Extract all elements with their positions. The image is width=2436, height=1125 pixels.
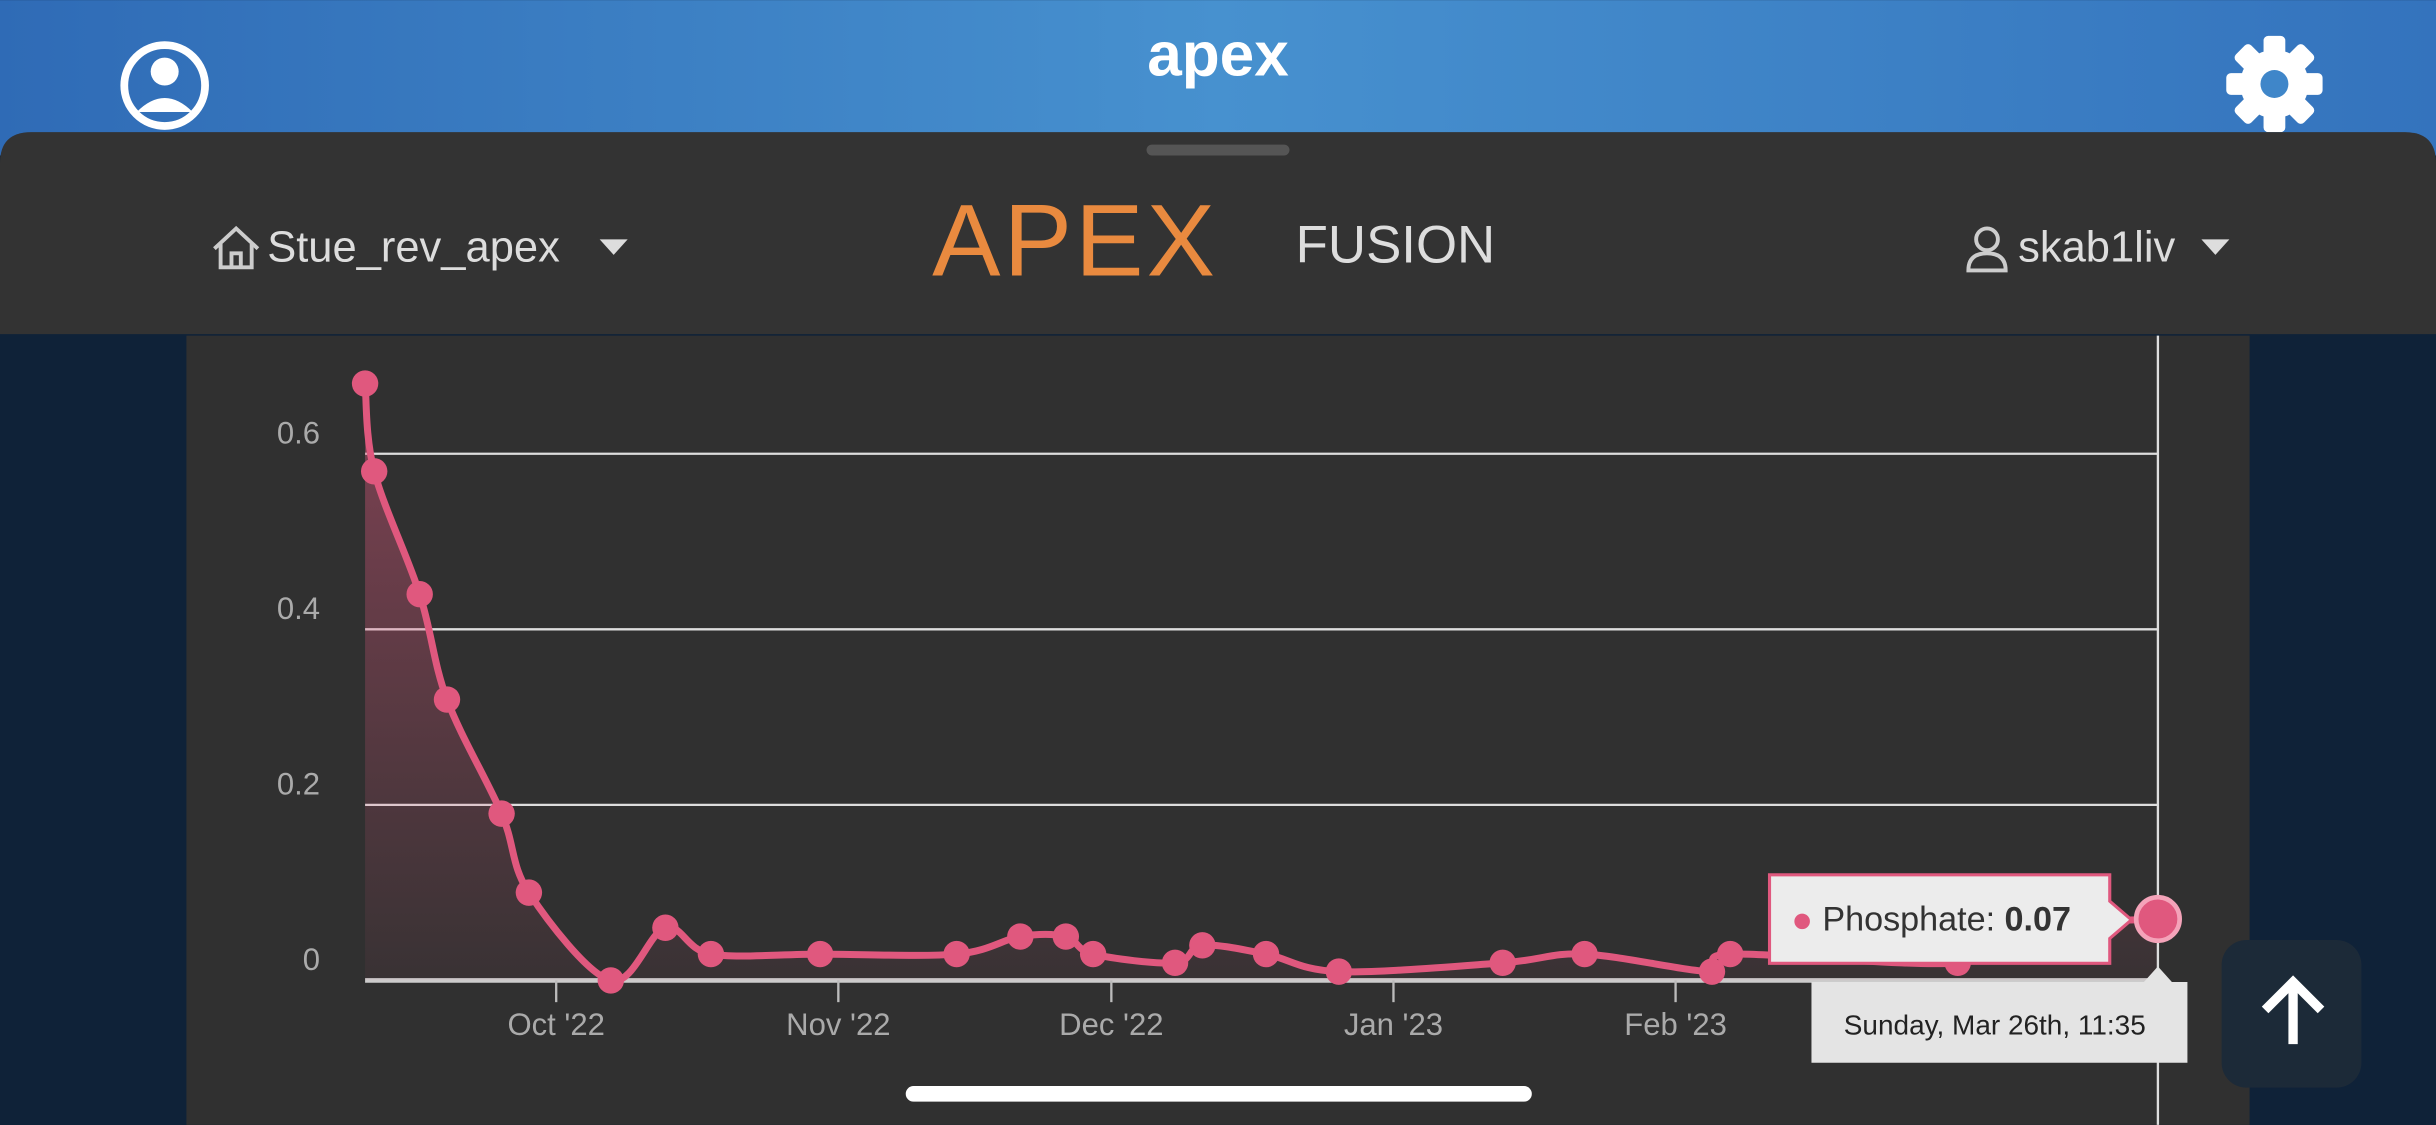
data-point — [1489, 949, 1516, 977]
data-point — [488, 800, 515, 827]
data-point — [806, 940, 834, 968]
data-point — [1698, 958, 1726, 985]
user-selector[interactable]: skab1liv — [2018, 224, 2175, 272]
data-point — [943, 940, 970, 968]
data-point — [652, 914, 679, 941]
logo-fusion: FUSION — [1296, 216, 1496, 275]
home-icon — [213, 225, 260, 270]
data-point — [1571, 940, 1598, 968]
x-tick-label: Dec '22 — [1059, 1007, 1163, 1042]
area — [365, 383, 2158, 981]
y-tick-label: 0 — [303, 942, 320, 977]
data-point — [1189, 932, 1216, 959]
tooltip-value: 0.07 — [2004, 900, 2070, 938]
settings-icon[interactable] — [2226, 35, 2323, 133]
data-point — [351, 370, 379, 397]
x-tick-label: Jan '23 — [1344, 1007, 1443, 1042]
data-point — [433, 686, 461, 713]
hover-point — [2133, 894, 2182, 944]
data-point — [697, 940, 725, 968]
dropdown-caret — [2201, 239, 2230, 255]
x-tick-label: Oct '22 — [507, 1007, 604, 1042]
y-tick-label: 0.6 — [277, 415, 320, 450]
y-tick-label: 0.4 — [277, 591, 320, 626]
app-title: apex — [1147, 21, 1289, 90]
x-tick-label: Nov '22 — [786, 1007, 890, 1042]
data-point — [1252, 940, 1280, 968]
location-selector[interactable]: Stue_rev_apex — [267, 224, 560, 272]
tooltip-marker — [1794, 913, 1810, 930]
logo-apex: APEX — [932, 183, 1218, 298]
data-point — [515, 879, 543, 906]
data-point — [1716, 940, 1744, 968]
data-point — [597, 967, 625, 994]
tooltip — [1767, 873, 2134, 965]
data-point — [1325, 958, 1353, 985]
app-bar — [0, 0, 2436, 156]
header-panel — [0, 132, 2436, 335]
chart: 0 0.2 0.4 0.6 Oct '22 Nov '22 Dec '22 Jan '23 Fe… — [277, 335, 2188, 1125]
data-point — [1161, 949, 1189, 977]
y-tick-label: 0.2 — [277, 766, 320, 801]
date-tooltip — [1811, 966, 2188, 1063]
date-tooltip-text: Sunday, Mar 26th, 11:35 — [1844, 1009, 2146, 1040]
data-point — [406, 580, 433, 608]
dropdown-caret — [599, 239, 628, 255]
data-point — [360, 458, 388, 485]
data-point — [1052, 923, 1080, 950]
data-point — [1007, 923, 1034, 950]
x-tick-label: Feb '23 — [1624, 1007, 1727, 1042]
user-icon — [1966, 226, 2008, 273]
scroll-top-button[interactable] — [2221, 940, 2362, 1088]
data-point — [1079, 940, 1107, 968]
home-indicator — [905, 1086, 1532, 1102]
profile-icon[interactable] — [120, 41, 209, 130]
tooltip-label: Phosphate: — [1822, 900, 1995, 938]
drag-handle — [1146, 144, 1290, 156]
tooltip-text: Phosphate: 0.07 — [1822, 900, 2071, 938]
